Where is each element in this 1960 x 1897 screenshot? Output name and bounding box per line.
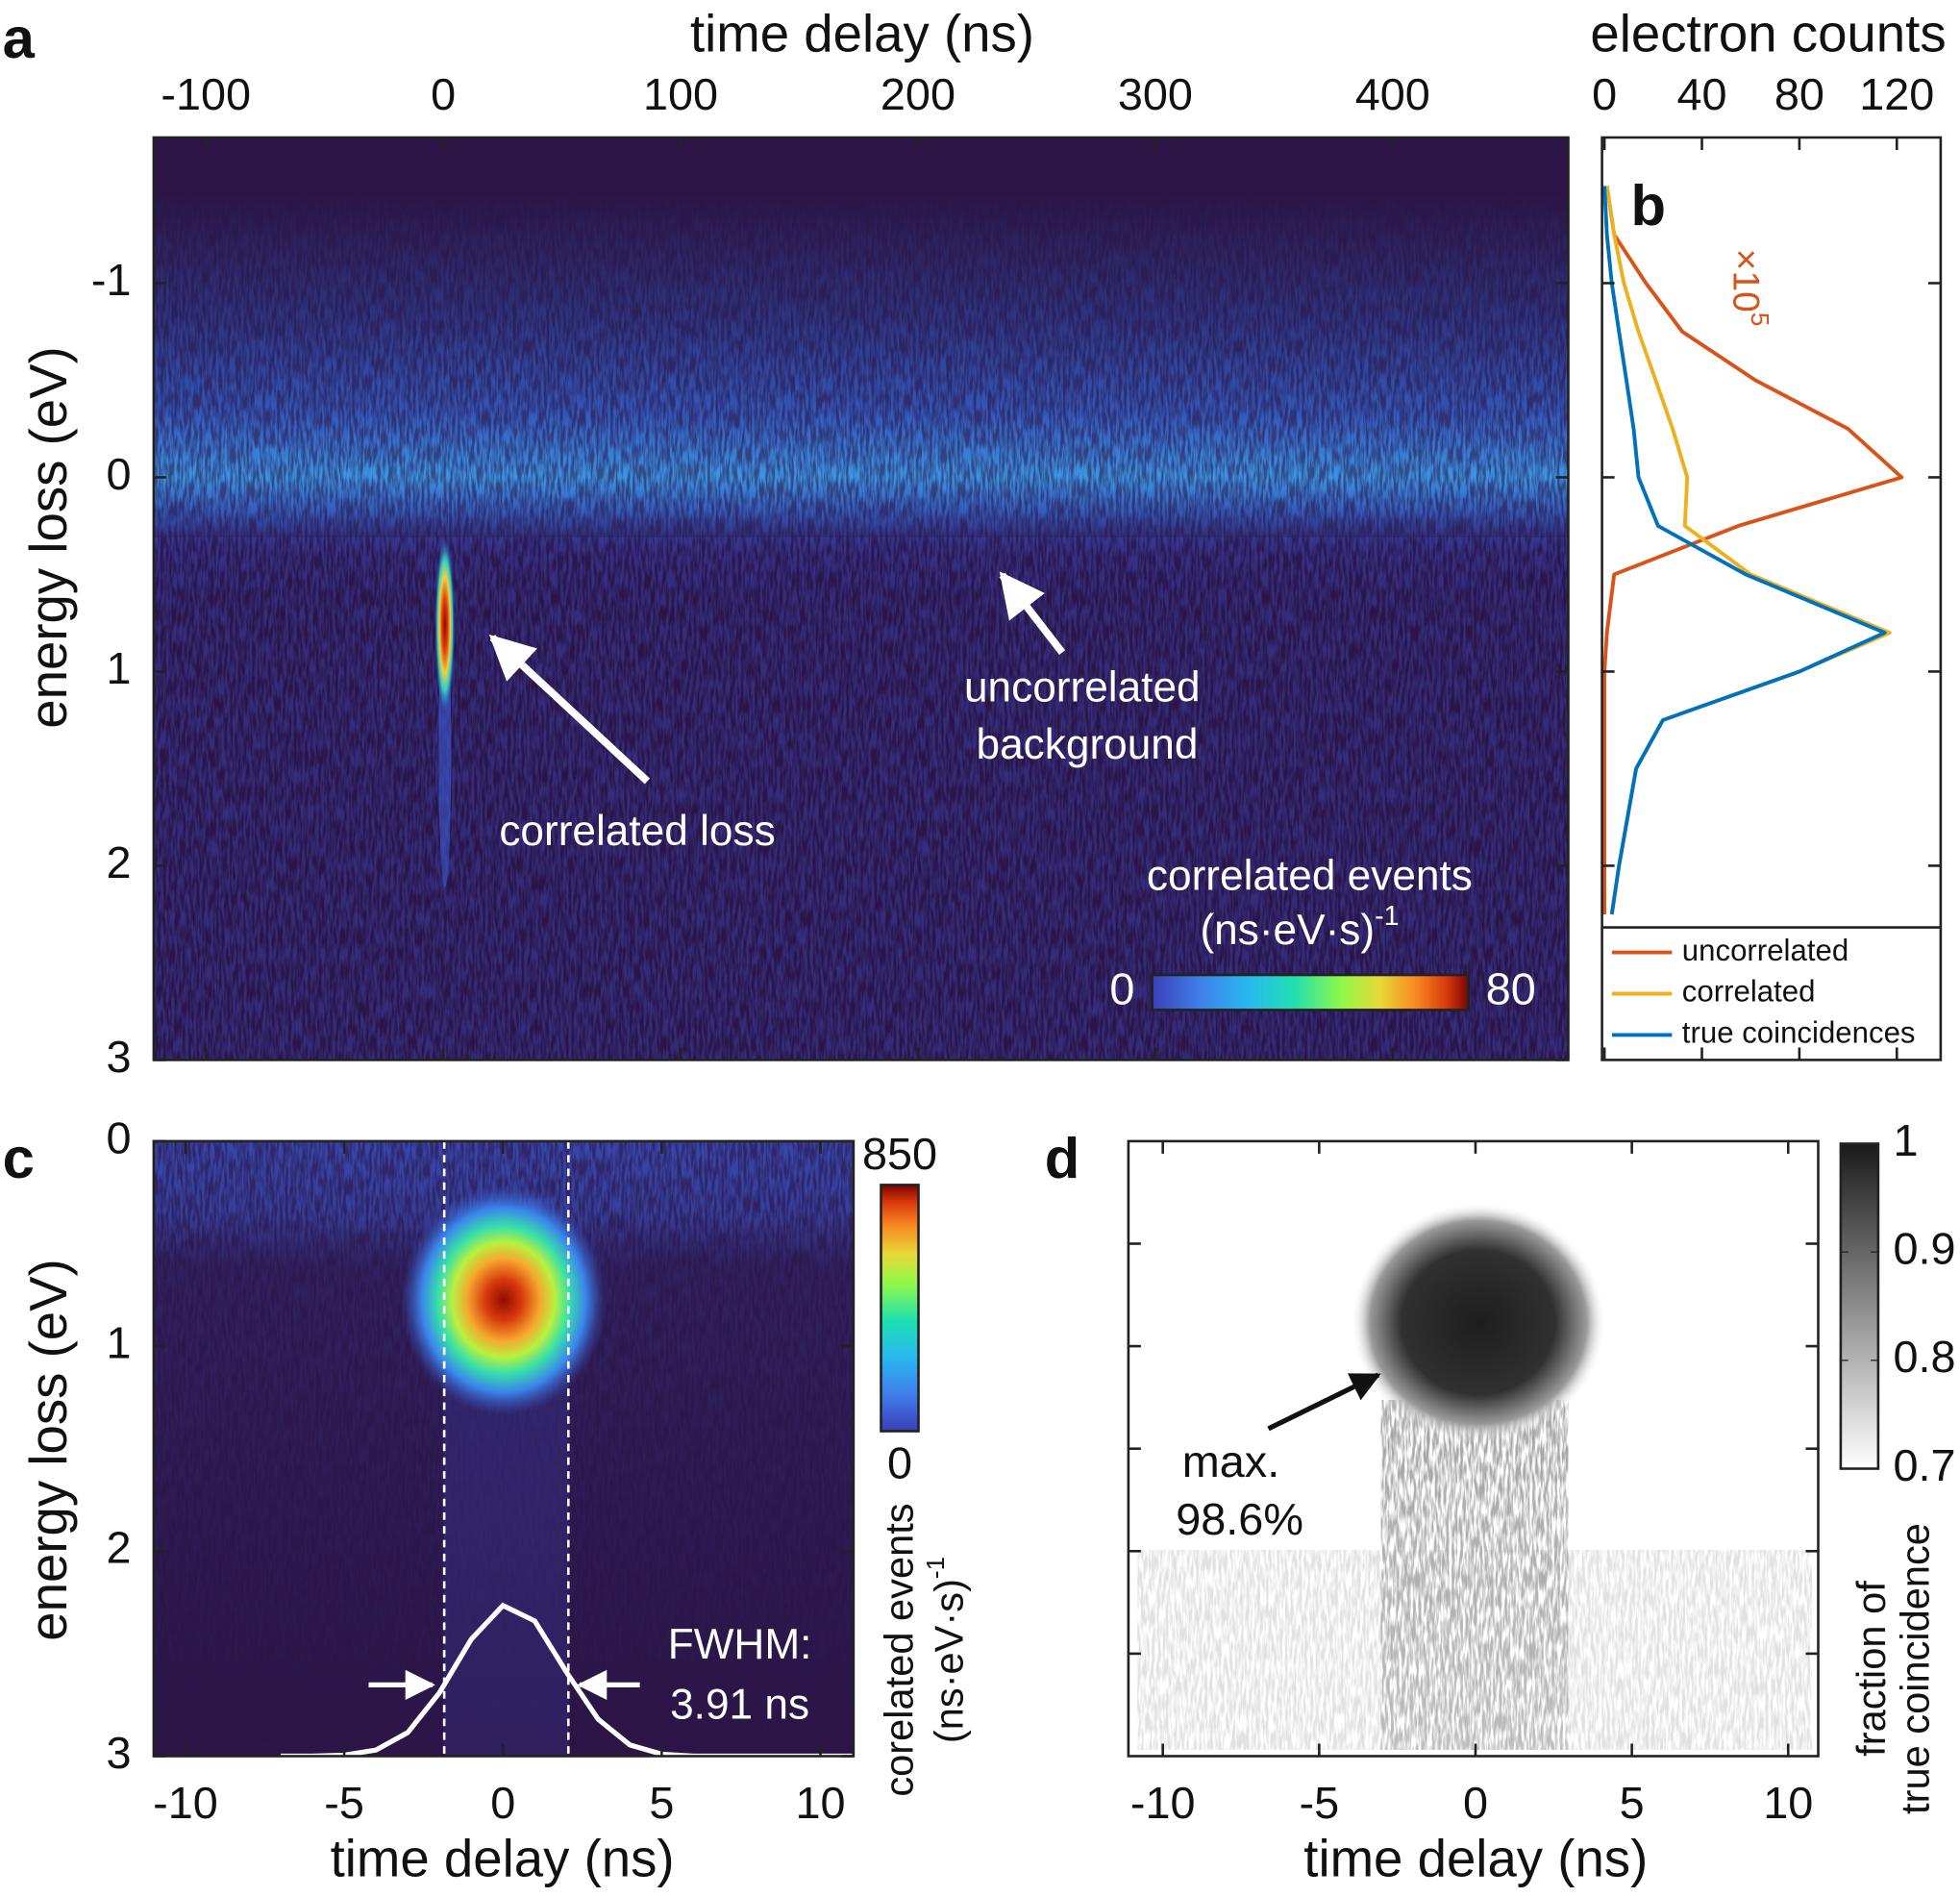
- x-tick-label: -5: [324, 1778, 364, 1828]
- plot-frame: [152, 136, 1570, 1061]
- colorbar-tick-label: 0: [1109, 964, 1134, 1014]
- colorbar-title: correlated events: [1147, 853, 1473, 900]
- series-line: [1602, 186, 1904, 914]
- y-tick-label: 2: [106, 1523, 131, 1573]
- colorbar-title: (ns·eV·s)-1: [921, 1557, 972, 1743]
- colorbar: [1151, 973, 1470, 1011]
- legend-label: true coincidences: [1682, 1016, 1916, 1050]
- x-tick-label: 0: [1592, 69, 1617, 119]
- plot-frame: [1600, 136, 1943, 1061]
- x-tick-label: 5: [649, 1778, 674, 1828]
- y-tick-label: 2: [106, 837, 131, 887]
- y-tick-label: 1: [106, 643, 131, 693]
- panel-label: c: [3, 1126, 35, 1190]
- annotation: max.: [1182, 1436, 1279, 1486]
- colorbar-title: true coincidence: [1892, 1523, 1937, 1814]
- x-tick-label: 400: [1355, 69, 1430, 119]
- arrow: [999, 571, 1066, 655]
- annotation: background: [977, 721, 1199, 768]
- colorbar: [880, 1184, 920, 1433]
- x-tick-label: 200: [881, 69, 955, 119]
- x-tick-label: -10: [153, 1778, 218, 1828]
- x-tick-label: -5: [1300, 1778, 1340, 1828]
- x-tick-label: 0: [1463, 1778, 1488, 1828]
- arrow: [1267, 1372, 1381, 1432]
- y-axis-title: energy loss (eV): [19, 346, 78, 728]
- x-tick-label: 100: [643, 69, 718, 119]
- y-tick-label: 3: [106, 1728, 131, 1778]
- colorbar: [1839, 1142, 1880, 1470]
- scale-exponent: 5: [1746, 312, 1774, 326]
- colorbar-unit: (ns·eV·s): [927, 1579, 972, 1743]
- annotation: 98.6%: [1176, 1494, 1303, 1544]
- annotation: FWHM:: [668, 1621, 812, 1668]
- x-tick-label: 0: [490, 1778, 515, 1828]
- scale-base: ×10: [1724, 249, 1766, 312]
- x-axis-title: time delay (ns): [690, 4, 1034, 62]
- colorbar-title: (ns·eV·s)-1: [1200, 901, 1399, 954]
- x-tick-label: 5: [1620, 1778, 1645, 1828]
- x-tick-label: 10: [796, 1778, 846, 1828]
- colorbar-tick-label: 0.7: [1894, 1440, 1956, 1490]
- x-tick-label: 300: [1118, 69, 1193, 119]
- series-line: [1602, 186, 1887, 915]
- panel-label: d: [1045, 1126, 1080, 1190]
- colorbar-tick-label: 0: [887, 1437, 912, 1487]
- scale-note: ×105: [1724, 249, 1774, 327]
- x-axis-title: electron counts: [1590, 4, 1946, 62]
- x-tick-label: 120: [1859, 69, 1934, 119]
- legend-label: uncorrelated: [1682, 934, 1848, 967]
- colorbar-tick-label: 1: [1894, 1115, 1919, 1165]
- x-axis-title: time delay (ns): [331, 1829, 675, 1887]
- y-axis-title: energy loss (eV): [19, 1259, 78, 1640]
- x-tick-label: 10: [1763, 1778, 1813, 1828]
- x-tick-label: 0: [431, 69, 456, 119]
- heatmap-a: [153, 137, 1569, 1061]
- heatmap-d: [1128, 1140, 1819, 1757]
- x-tick-label: -10: [1130, 1778, 1196, 1828]
- colorbar-tick-label: 850: [862, 1129, 937, 1179]
- colorbar-tick-label: 0.9: [1894, 1224, 1956, 1274]
- x-axis-title: time delay (ns): [1303, 1829, 1648, 1887]
- colorbar-tick-label: 80: [1486, 964, 1536, 1014]
- colorbar-tick-label: 0.8: [1894, 1332, 1956, 1382]
- y-tick-label: 0: [106, 449, 131, 499]
- x-tick-label: 80: [1774, 69, 1824, 119]
- y-tick-label: 1: [106, 1317, 131, 1367]
- heatmap-c: [153, 1140, 854, 1757]
- annotation: 3.91 ns: [670, 1681, 809, 1728]
- plot-area: [1601, 137, 1941, 1061]
- y-tick-label: -1: [91, 255, 132, 305]
- arrow: [488, 634, 651, 785]
- colorbar-title: corelated events: [877, 1503, 922, 1796]
- colorbar-title: fraction of: [1848, 1581, 1894, 1757]
- y-tick-label: 3: [106, 1032, 131, 1082]
- annotation: uncorrelated: [964, 663, 1201, 711]
- legend-label: correlated: [1682, 975, 1816, 1009]
- colorbar-exponent: -1: [921, 1557, 950, 1579]
- y-tick-label: 0: [106, 1112, 131, 1162]
- annotation: correlated loss: [499, 808, 775, 855]
- panel-label: b: [1631, 173, 1667, 237]
- panel-label: a: [3, 6, 36, 70]
- x-tick-label: 40: [1676, 69, 1726, 119]
- colorbar-unit: (ns·eV·s): [1200, 906, 1375, 953]
- x-tick-label: -100: [161, 69, 251, 119]
- colorbar-exponent: -1: [1375, 901, 1399, 932]
